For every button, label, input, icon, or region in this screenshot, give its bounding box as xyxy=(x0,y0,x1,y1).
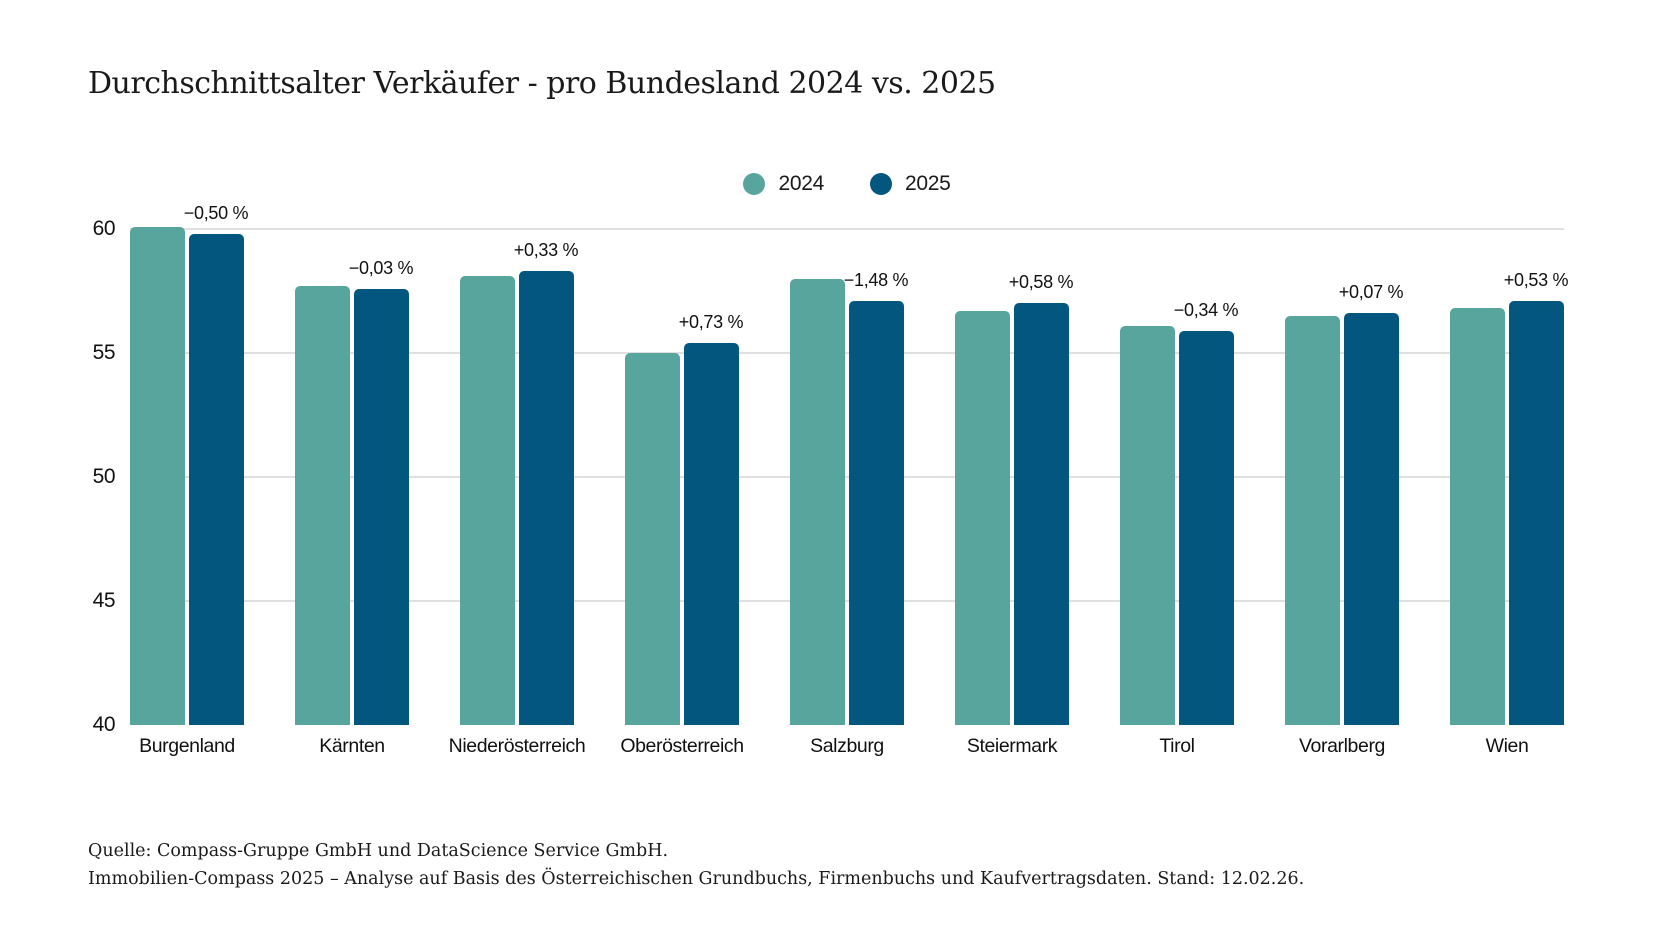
legend: 2024 2025 xyxy=(130,172,1564,196)
x-tick-salzburg: Salzburg xyxy=(810,735,884,757)
bar-group-wien: +0,53 % Wien xyxy=(1450,205,1569,757)
delta-label-steiermark: +0,58 % xyxy=(1008,272,1074,293)
legend-label-2025: 2025 xyxy=(905,172,951,195)
bar-group-oberösterreich: +0,73 % Oberösterreich xyxy=(620,205,744,757)
x-tick-wien: Wien xyxy=(1485,735,1529,757)
bar-2024-oberösterreich xyxy=(625,353,680,725)
x-tick-niederösterreich: Niederösterreich xyxy=(448,735,586,757)
delta-label-tirol: −0,34 % xyxy=(1173,299,1239,320)
delta-label-kärnten: −0,03 % xyxy=(348,257,414,278)
x-tick-steiermark: Steiermark xyxy=(966,735,1058,757)
y-tick-45: 45 xyxy=(92,589,116,612)
bar-2025-burgenland xyxy=(189,234,244,725)
bar-2025-tirol xyxy=(1179,330,1234,725)
legend-dot-2025-icon xyxy=(870,173,892,195)
legend-label-2024: 2024 xyxy=(778,172,824,195)
gridline-55 xyxy=(130,352,1564,354)
delta-label-wien: +0,53 % xyxy=(1503,269,1569,290)
y-tick-55: 55 xyxy=(92,341,116,364)
delta-label-salzburg: −1,48 % xyxy=(843,269,909,290)
bar-group-tirol: −0,34 % Tirol xyxy=(1120,205,1239,757)
bar-2025-oberösterreich xyxy=(684,343,739,725)
y-tick-60: 60 xyxy=(92,217,116,240)
bar-2024-niederösterreich xyxy=(460,276,515,725)
bar-2024-vorarlberg xyxy=(1285,315,1340,725)
bar-group-salzburg: −1,48 % Salzburg xyxy=(790,205,909,757)
chart-title: Durchschnittsalter Verkäufer - pro Bunde… xyxy=(88,66,996,101)
bar-group-burgenland: −0,50 % Burgenland xyxy=(130,203,249,757)
bar-2025-kärnten xyxy=(354,288,409,725)
bar-2025-steiermark xyxy=(1014,303,1069,725)
bar-2024-burgenland xyxy=(130,226,185,725)
legend-dot-2024-icon xyxy=(743,173,766,195)
bar-group-vorarlberg: +0,07 % Vorarlberg xyxy=(1285,205,1404,757)
bar-group-steiermark: +0,58 % Steiermark xyxy=(955,205,1074,757)
delta-label-vorarlberg: +0,07 % xyxy=(1338,282,1404,303)
bar-2024-kärnten xyxy=(295,286,350,725)
source-line-2: Immobilien-Compass 2025 – Analyse auf Ba… xyxy=(88,868,1305,889)
gridline-60 xyxy=(130,228,1564,230)
bar-chart-plot-area: −0,50 % Burgenland −0,03 % Kärnten +0,33 % Ni… xyxy=(130,203,1569,757)
bar-2024-steiermark xyxy=(955,310,1010,725)
x-tick-oberösterreich: Oberösterreich xyxy=(620,735,744,757)
x-tick-tirol: Tirol xyxy=(1159,735,1195,757)
bar-group-kärnten: −0,03 % Kärnten xyxy=(295,205,414,757)
bar-2025-wien xyxy=(1509,300,1564,725)
delta-label-oberösterreich: +0,73 % xyxy=(678,312,744,333)
legend-item-2025: 2025 xyxy=(870,172,951,196)
bar-group-niederösterreich: +0,33 % Niederösterreich xyxy=(449,205,586,757)
bar-2024-salzburg xyxy=(790,278,845,725)
bar-2025-niederösterreich xyxy=(519,271,574,725)
delta-label-burgenland: −0,50 % xyxy=(183,202,249,223)
y-tick-40: 40 xyxy=(92,713,116,736)
delta-label-niederösterreich: +0,33 % xyxy=(513,240,579,261)
footer-source-note: Quelle: Compass-Gruppe GmbH und DataScie… xyxy=(88,838,1304,893)
bar-2024-tirol xyxy=(1120,325,1175,725)
bar-2024-wien xyxy=(1450,308,1505,725)
source-line-1: Quelle: Compass-Gruppe GmbH und DataScie… xyxy=(88,841,669,861)
gridline-45 xyxy=(130,600,1564,602)
gridline-50 xyxy=(130,476,1564,478)
bar-groups: −0,50 % Burgenland −0,03 % Kärnten +0,33 % Ni… xyxy=(130,203,1569,757)
bar-2025-salzburg xyxy=(849,300,904,725)
bar-2025-vorarlberg xyxy=(1344,313,1399,725)
y-tick-50: 50 xyxy=(92,465,116,488)
x-tick-vorarlberg: Vorarlberg xyxy=(1299,735,1385,757)
legend-item-2024: 2024 xyxy=(743,172,824,196)
x-tick-kärnten: Kärnten xyxy=(319,735,385,757)
x-tick-burgenland: Burgenland xyxy=(139,735,235,757)
